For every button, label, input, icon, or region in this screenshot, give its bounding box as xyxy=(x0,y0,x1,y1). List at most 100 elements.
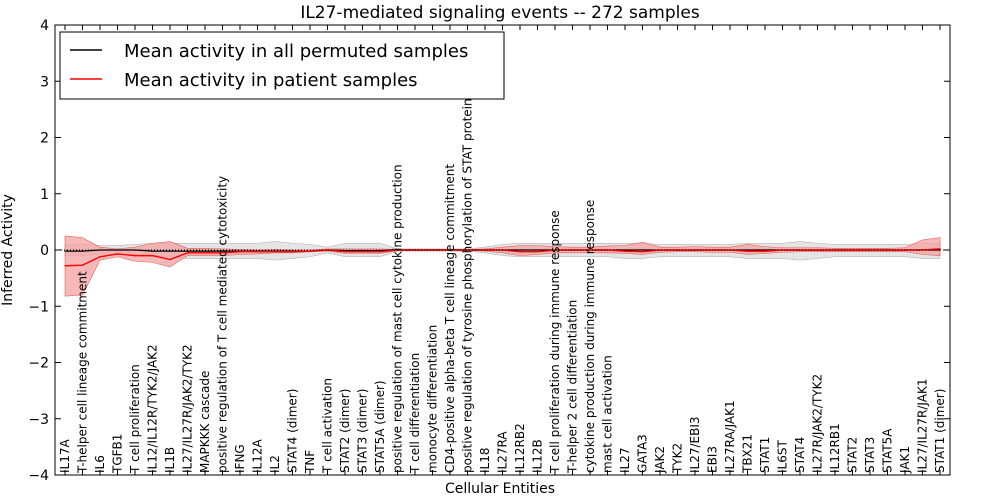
category-label: IFNG xyxy=(233,444,247,473)
y-tick-label: −3 xyxy=(28,412,49,428)
data-point-patient xyxy=(291,251,294,253)
plot-frame xyxy=(54,24,951,476)
category-label: STAT4 xyxy=(793,437,807,473)
y-tick-label: 1 xyxy=(40,187,49,203)
data-point-permuted xyxy=(536,249,539,251)
category-label: T cell activation xyxy=(321,378,335,474)
data-point-patient xyxy=(81,264,84,266)
category-label: IL12/IL12R/TYK2/JAK2 xyxy=(146,344,160,473)
category-label: STAT1 xyxy=(758,437,772,473)
y-tick-label: −1 xyxy=(28,299,49,315)
data-point-permuted xyxy=(64,250,66,252)
data-point-patient xyxy=(221,252,224,254)
category-label: JAK1 xyxy=(898,446,912,474)
data-point-patient xyxy=(939,248,941,250)
category-label: IL12B xyxy=(531,439,545,473)
category-label: STAT2 xyxy=(846,437,860,473)
data-point-patient xyxy=(151,255,154,257)
category-label: positive regulation of T cell mediated c… xyxy=(216,176,230,473)
data-point-permuted xyxy=(151,250,154,252)
category-label: IL27/IL27R/JAK2/TYK2 xyxy=(181,344,195,473)
data-point-patient xyxy=(851,249,854,251)
category-label: IL6ST xyxy=(776,440,790,473)
data-point-patient xyxy=(134,255,136,257)
data-point-patient xyxy=(659,249,661,251)
category-label: TYK2 xyxy=(671,443,685,474)
data-point-patient xyxy=(361,251,364,253)
data-point-patient xyxy=(256,251,259,253)
data-point-patient xyxy=(99,256,101,258)
category-label: STAT5A (dimer) xyxy=(373,380,387,473)
category-label: STAT2 (dimer) xyxy=(338,389,352,473)
data-point-permuted xyxy=(361,249,364,252)
data-point-patient xyxy=(466,249,469,251)
category-label: IL12A xyxy=(251,439,265,473)
legend-label-permuted: Mean activity in all permuted samples xyxy=(124,41,468,62)
x-axis-label: Cellular Entities xyxy=(445,481,555,497)
category-label: TGFB1 xyxy=(111,434,125,474)
data-point-permuted xyxy=(116,249,119,251)
data-point-patient xyxy=(641,251,644,253)
y-tick-label: −4 xyxy=(28,468,49,484)
category-label: IL1B xyxy=(163,447,177,473)
data-point-patient xyxy=(519,251,521,253)
data-point-permuted xyxy=(221,250,224,252)
category-label: IL27RA xyxy=(496,431,510,473)
category-label: IL27/EBI3 xyxy=(688,416,702,473)
data-point-patient xyxy=(571,249,574,251)
y-axis-label: Inferred Activity xyxy=(0,194,16,306)
data-point-patient xyxy=(326,249,329,251)
data-point-patient xyxy=(869,249,871,251)
confidence-bands xyxy=(64,235,941,297)
category-label: STAT3 (dimer) xyxy=(356,389,370,473)
category-label: TBX21 xyxy=(741,434,755,474)
y-tick-label: 3 xyxy=(40,74,49,90)
y-tick-label: 0 xyxy=(40,243,49,259)
data-point-patient xyxy=(309,250,311,252)
category-label: IL12RB1 xyxy=(828,423,842,473)
category-label: STAT3 xyxy=(863,437,877,473)
category-label: monocyte differentiation xyxy=(426,325,440,473)
data-point-patient xyxy=(169,258,171,261)
data-point-permuted xyxy=(134,249,136,251)
data-point-patient xyxy=(186,252,189,254)
data-point-patient xyxy=(781,249,784,251)
x-axis: IL17A T-helper cell lineage commitment IL6… xyxy=(58,25,947,475)
category-label: IL6 xyxy=(93,455,107,473)
data-point-permuted xyxy=(169,250,171,252)
category-label: CD4-positive alpha-beta T cell lineage c… xyxy=(443,164,457,473)
category-label: positive regulation of tyrosine phosphor… xyxy=(461,98,475,473)
legend-box xyxy=(59,31,505,100)
data-point-patient xyxy=(431,249,434,251)
data-point-patient xyxy=(624,250,626,252)
legend: Mean activity in all permuted samples Mea… xyxy=(59,31,505,100)
category-label: TNF xyxy=(303,450,317,474)
data-point-permuted xyxy=(344,249,346,252)
category-label: JAK2 xyxy=(653,446,667,474)
category-label: MAPKKK cascade xyxy=(198,371,212,473)
data-point-patient xyxy=(764,250,766,252)
category-label: IL2 xyxy=(268,455,282,473)
legend-label-patient: Mean activity in patient samples xyxy=(124,70,418,91)
category-label: IL27 xyxy=(618,448,632,474)
category-label: cytokine production during immune respon… xyxy=(583,200,597,473)
data-point-patient xyxy=(676,249,679,251)
data-point-permuted xyxy=(746,249,749,251)
data-point-patient xyxy=(274,251,276,253)
data-point-patient xyxy=(379,251,381,253)
category-label: IL12RB2 xyxy=(513,423,527,473)
category-label: T cell proliferation xyxy=(128,364,142,474)
y-tick-label: −2 xyxy=(28,356,49,372)
data-point-permuted xyxy=(204,250,206,252)
category-label: STAT1 (dimer) xyxy=(933,389,947,473)
data-point-permuted xyxy=(186,250,189,252)
data-point-patient xyxy=(536,251,539,253)
category-label: IL18 xyxy=(478,448,492,474)
category-label: T cell proliferation during immune respo… xyxy=(548,210,562,474)
data-point-patient xyxy=(344,251,346,253)
data-point-permuted xyxy=(641,249,644,251)
category-label: T cell differentiation xyxy=(408,353,422,474)
category-label: positive regulation of mast cell cytokin… xyxy=(391,164,405,473)
data-point-patient xyxy=(886,249,889,251)
category-label: IL17A xyxy=(58,439,72,473)
